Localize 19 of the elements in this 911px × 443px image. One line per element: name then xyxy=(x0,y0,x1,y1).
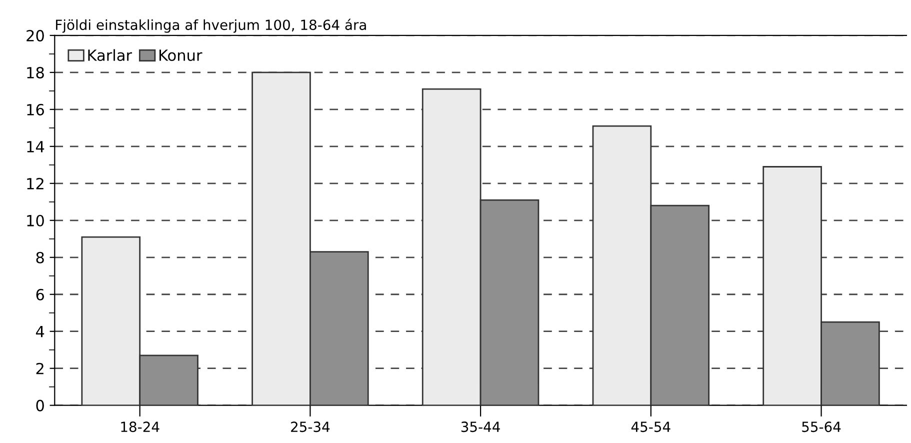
y-tick-label: 8 xyxy=(36,252,44,264)
chart-title: Fjöldi einstaklinga af hverjum 100, 18-64 ára xyxy=(56,18,366,33)
x-tick-label: 55-64 xyxy=(802,422,841,432)
legend-label: Konur xyxy=(159,50,202,62)
x-tick-label: 18-24 xyxy=(121,422,160,432)
y-tick-label: 0 xyxy=(36,400,44,412)
y-tick-label: 4 xyxy=(36,326,44,338)
x-tick-label: 45-54 xyxy=(631,422,670,432)
y-tick-label: 12 xyxy=(27,178,44,190)
y-tick-label: 10 xyxy=(27,214,44,226)
y-tick-label: 16 xyxy=(27,104,44,116)
y-tick-label: 6 xyxy=(36,288,44,300)
legend-label: Karlar xyxy=(88,49,132,62)
x-tick-label: 25-34 xyxy=(291,422,330,432)
y-tick-label: 18 xyxy=(27,66,44,78)
y-tick-label: 14 xyxy=(27,141,44,152)
y-tick-label: 20 xyxy=(26,30,44,42)
y-tick-label: 2 xyxy=(36,362,44,374)
x-tick-label: 35-44 xyxy=(461,422,500,432)
